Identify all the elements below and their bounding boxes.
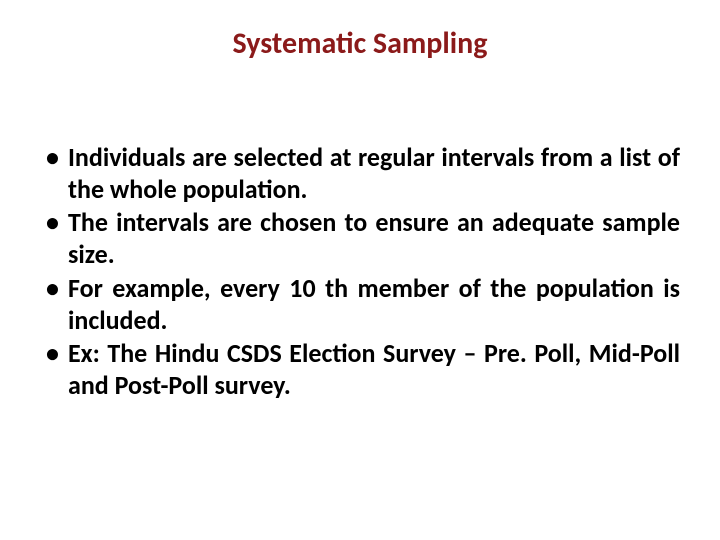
slide-title: Systematic Sampling [40,25,680,62]
list-item: The intervals are chosen to ensure an ad… [40,207,680,270]
bullet-list: Individuals are selected at regular inte… [40,142,680,402]
list-item: For example, every 10 th member of the p… [40,273,680,336]
list-item: Ex: The Hindu CSDS Election Survey – Pre… [40,338,680,401]
list-item: Individuals are selected at regular inte… [40,142,680,205]
